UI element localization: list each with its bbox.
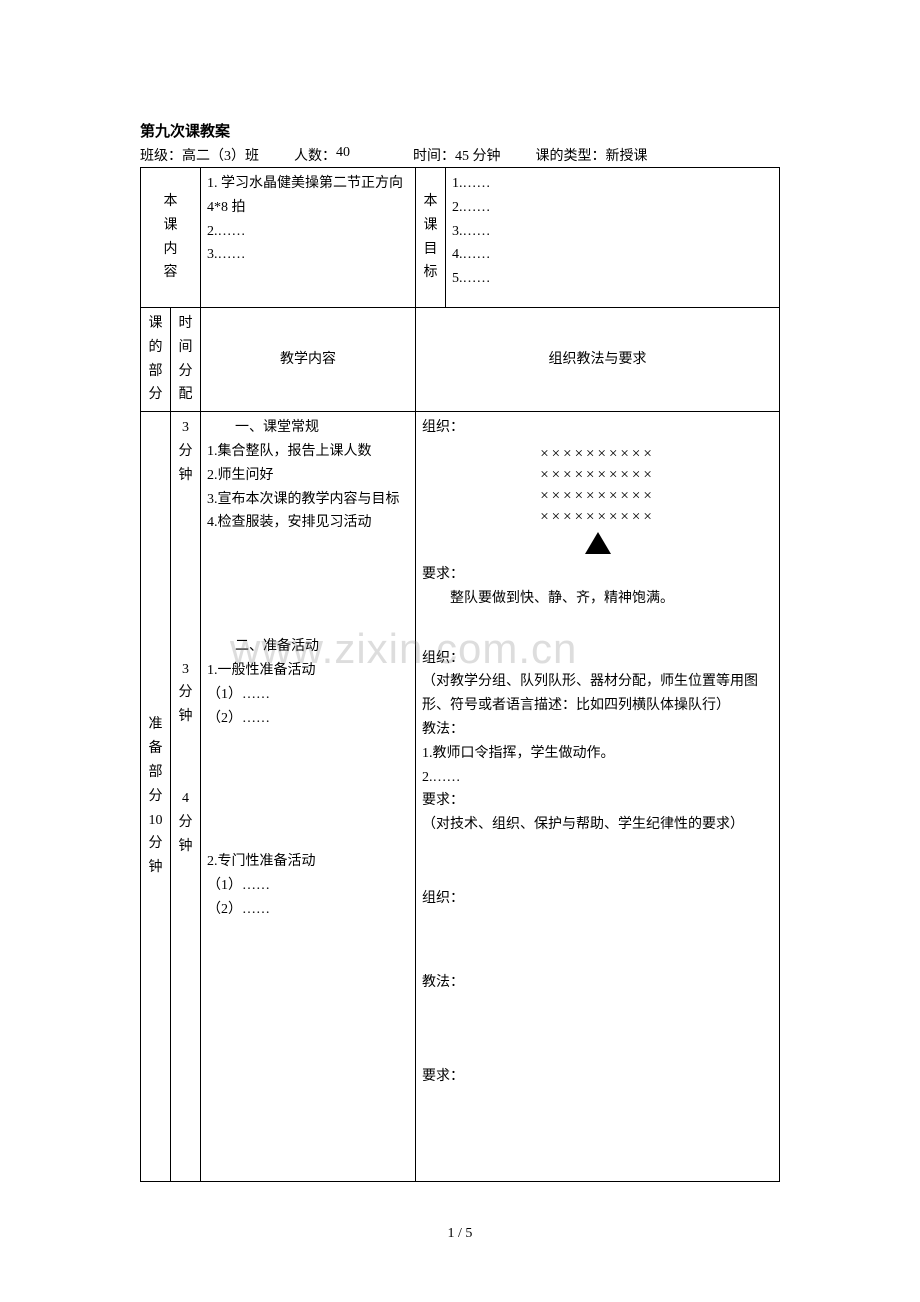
block2b: 2.专门性准备活动	[207, 850, 409, 874]
org2-text: （对教学分组、队列队形、器材分配，师生位置等用图形、符号或者语言描述：比如四列横…	[422, 670, 773, 718]
block2-title: 二、准备活动	[207, 635, 409, 659]
method-label-2: 教法：	[422, 971, 773, 995]
lesson-table: 本 课 内 容 1. 学习水晶健美操第二节正方向 4*8 拍 2.…… 3.………	[140, 167, 780, 1182]
method-label-1: 教法：	[422, 718, 773, 742]
count-label: 人数：	[294, 145, 336, 165]
block2b2: （2）……	[207, 898, 409, 922]
time-slot-1: 3 分 钟	[177, 416, 194, 487]
teacher-marker-icon	[585, 532, 611, 554]
block2b1: （1）……	[207, 874, 409, 898]
time-value: 45 分钟	[455, 145, 501, 165]
col1-header: 课的 部分	[147, 312, 164, 407]
table-row: 本 课 内 容 1. 学习水晶健美操第二节正方向 4*8 拍 2.…… 3.………	[141, 168, 780, 308]
block1-title: 一、课堂常规	[207, 416, 409, 440]
table-row: 课的 部分 时间 分配 教学内容 组织教法与要求	[141, 308, 780, 412]
formation-row: ××××××××××	[422, 507, 773, 528]
col3-header: 教学内容	[207, 348, 409, 372]
org-label-1: 组织：	[422, 416, 773, 440]
formation-diagram: ×××××××××× ×××××××××× ×××××××××× ×××××××…	[422, 444, 773, 561]
formation-row: ××××××××××	[422, 444, 773, 465]
col4-header: 组织教法与要求	[422, 348, 773, 372]
block1-lines: 1.集合整队，报告上课人数 2.师生问好 3.宣布本次课的教学内容与目标 4.检…	[207, 440, 409, 535]
info-row: 班级： 高二（3）班 人数： 40 时间： 45 分钟 课的类型： 新授课	[140, 145, 780, 165]
req-label-3: 要求：	[422, 1065, 773, 1089]
time-slot-2: 3 分 钟	[177, 658, 194, 729]
req-label-2: 要求：	[422, 789, 773, 813]
class-label: 班级：	[140, 145, 182, 165]
lesson-goals: 1.…… 2.…… 3.…… 4.…… 5.……	[452, 172, 773, 291]
class-value: 高二（3）班	[182, 145, 259, 165]
method2-2: 2.……	[422, 766, 773, 790]
org-label-2: 组织：	[422, 647, 773, 671]
lesson-title: 第九次课教案	[140, 120, 780, 141]
time-label: 时间：	[413, 145, 455, 165]
formation-row: ××××××××××	[422, 465, 773, 486]
table-row: 准 备 部 分 10 分 钟 3 分 钟 3 分 钟 4 分 钟 一、课堂常规 …	[141, 412, 780, 1182]
goals-header: 本 课 目 标	[418, 190, 443, 285]
block2a2: （2）……	[207, 707, 409, 731]
req1-text: 整队要做到快、静、齐，精神饱满。	[422, 587, 773, 611]
block2a1: （1）……	[207, 683, 409, 707]
count-value: 40	[336, 145, 350, 165]
org-label-3: 组织：	[422, 887, 773, 911]
req-label-1: 要求：	[422, 563, 773, 587]
time-slot-3: 4 分 钟	[177, 787, 194, 858]
page-number: 1 / 5	[0, 1226, 920, 1242]
method2-1: 1.教师口令指挥，学生做动作。	[422, 742, 773, 766]
col2-header: 时间 分配	[177, 312, 194, 407]
prep-section-label: 准 备 部 分 10 分 钟	[143, 713, 168, 880]
lesson-content: 1. 学习水晶健美操第二节正方向 4*8 拍 2.…… 3.……	[207, 172, 409, 267]
type-label: 课的类型：	[536, 145, 606, 165]
content-header: 本 课 内 容	[143, 190, 198, 285]
formation-row: ××××××××××	[422, 486, 773, 507]
block2a: 1.一般性准备活动	[207, 659, 409, 683]
type-value: 新授课	[606, 145, 648, 165]
req2-text: （对技术、组织、保护与帮助、学生纪律性的要求）	[422, 813, 773, 837]
